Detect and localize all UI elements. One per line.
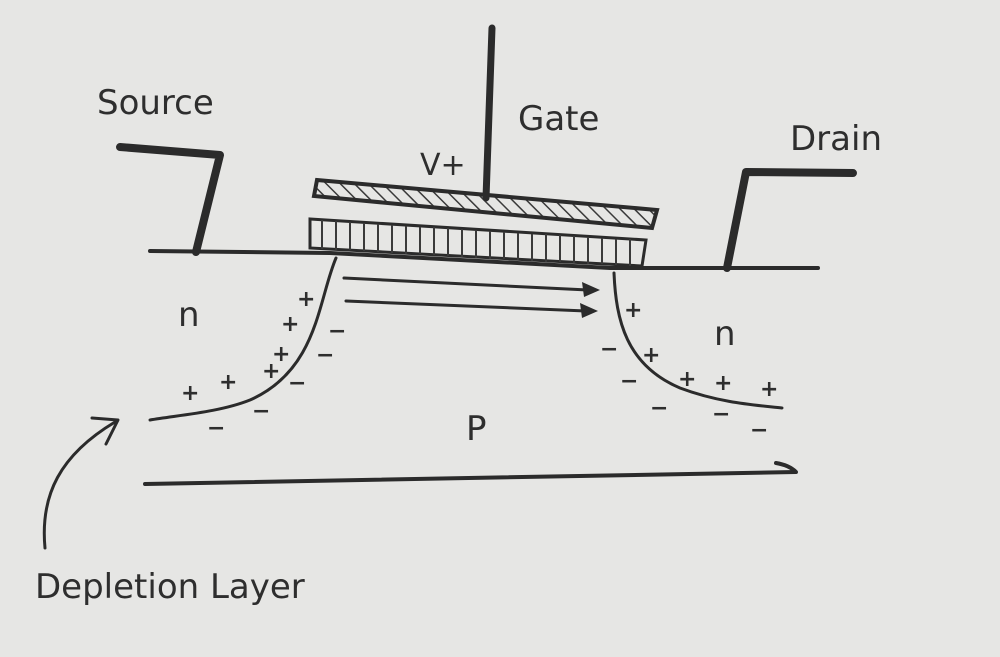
charge-minus: − (600, 337, 618, 362)
charge-minus: − (252, 399, 270, 424)
source-charges: + + + + + + − − − − − (181, 287, 346, 441)
charge-minus: − (328, 319, 346, 344)
gate-oxide (308, 217, 648, 268)
drain-terminal (723, 168, 857, 272)
charge-plus: + (760, 377, 778, 402)
charge-plus: + (624, 298, 642, 323)
source-label: Source (97, 83, 214, 123)
charge-minus: − (620, 369, 638, 394)
source-terminal (116, 143, 224, 256)
source-n-region-label: n (178, 295, 200, 335)
source-depletion-boundary (148, 256, 338, 422)
charge-minus: − (650, 396, 668, 421)
channel-current-arrows (342, 276, 600, 318)
depletion-layer-label: Depletion Layer (35, 567, 305, 607)
charge-minus: − (316, 343, 334, 368)
charge-plus: + (714, 371, 732, 396)
charge-plus: + (281, 312, 299, 337)
charge-minus: − (750, 418, 768, 443)
charge-plus: + (642, 343, 660, 368)
charge-minus: − (207, 416, 225, 441)
gate-label: Gate (518, 99, 599, 139)
charge-plus: + (678, 367, 696, 392)
charge-plus: + (262, 359, 280, 384)
charge-plus: + (219, 370, 237, 395)
gate-lead (482, 24, 496, 202)
charge-minus: − (288, 371, 306, 396)
depletion-pointer-arrow (42, 416, 120, 550)
drain-label: Drain (790, 119, 882, 159)
drain-n-region-label: n (714, 314, 736, 354)
substrate-p-label: P (466, 409, 487, 449)
substrate-surface-line (148, 249, 820, 270)
drain-depletion-boundary (612, 271, 784, 410)
gate-electrode (311, 177, 660, 231)
drain-charges: + + + + + − − − − − (600, 298, 778, 443)
substrate-bottom-line (143, 461, 798, 486)
gate-voltage-label: V+ (420, 148, 466, 183)
charge-plus: + (181, 381, 199, 406)
charge-plus: + (272, 342, 290, 367)
charge-plus: + (297, 287, 315, 312)
charge-minus: − (712, 402, 730, 427)
